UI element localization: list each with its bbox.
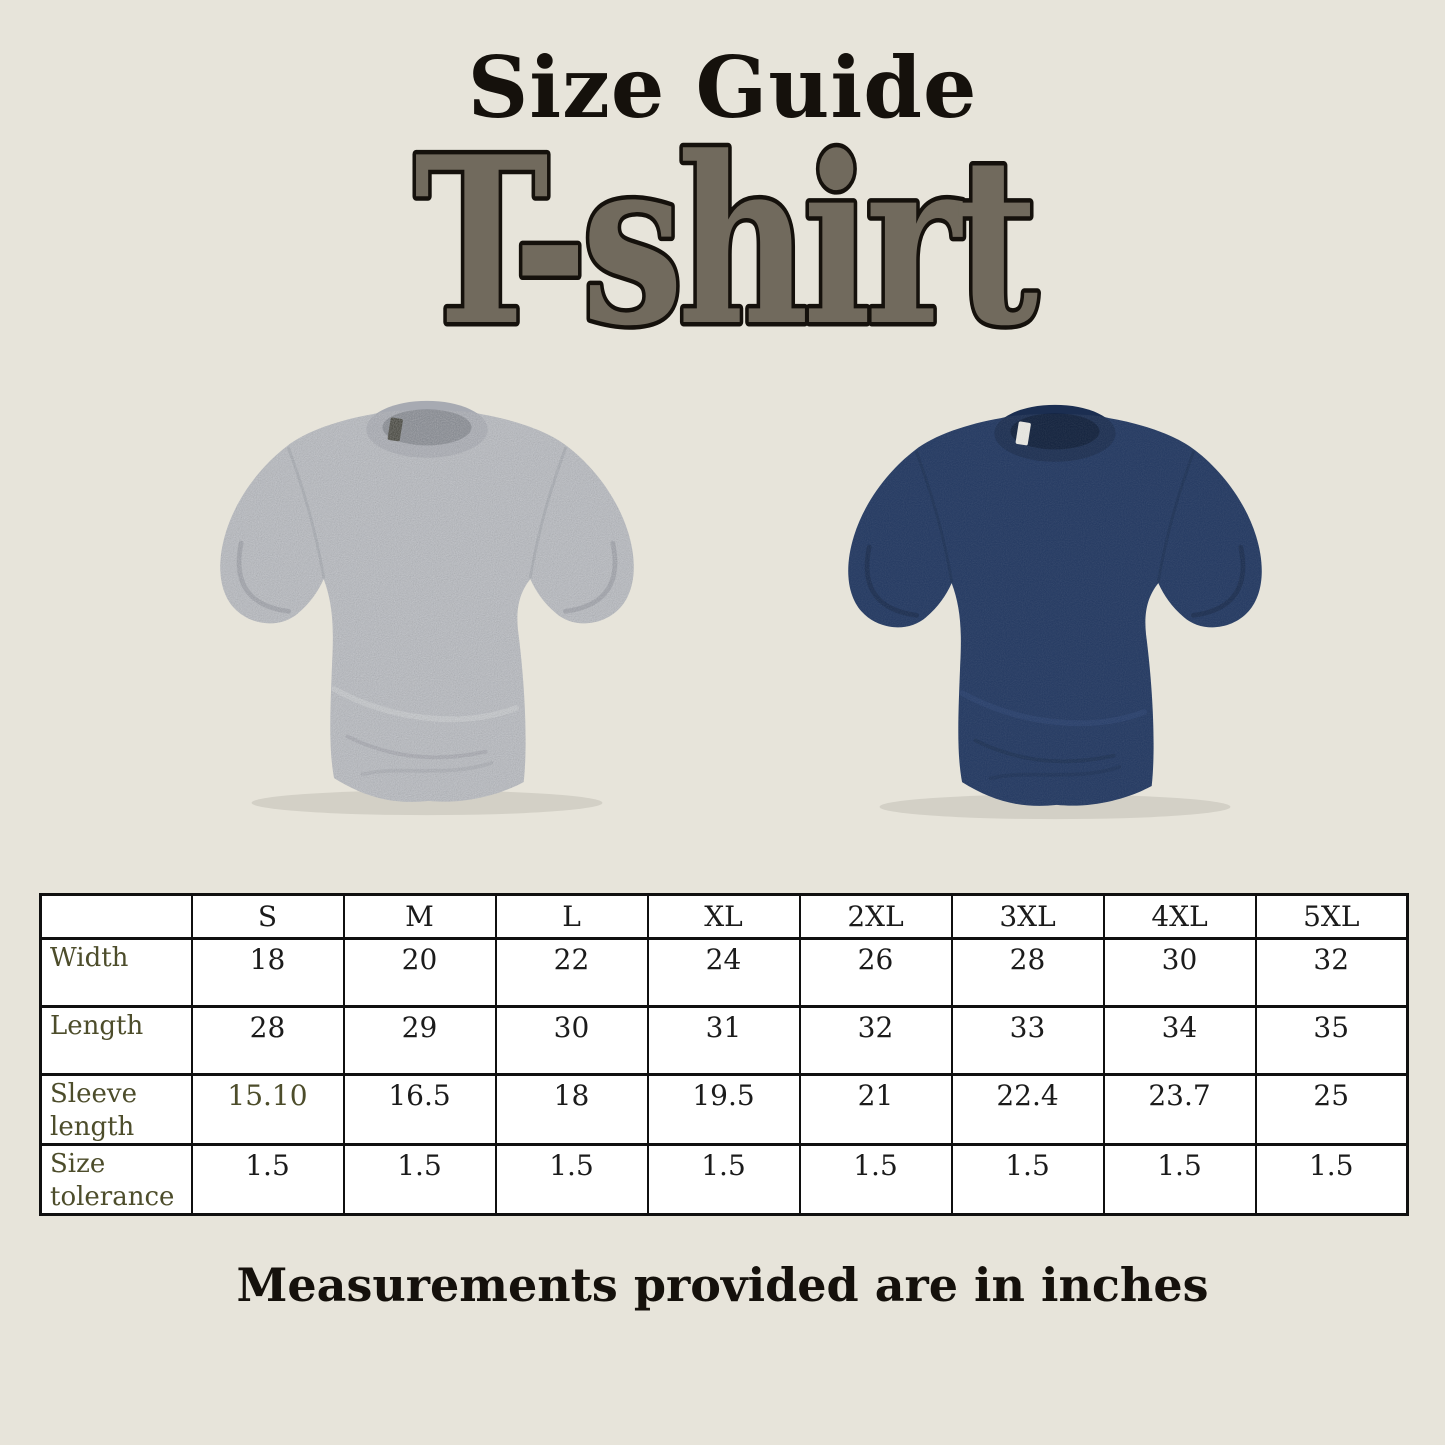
- value-cell: 23.7: [1102, 1073, 1257, 1146]
- value-cell: 19.5: [646, 1073, 801, 1146]
- measurements-note: Measurements provided are in inches: [236, 1258, 1209, 1312]
- value-cell: 1.5: [190, 1143, 345, 1216]
- value-cell: 26: [798, 937, 953, 1008]
- col-header-xl: XL: [646, 893, 801, 940]
- value-cell: 32: [798, 1005, 953, 1076]
- table-row-length: Length 28 29 30 31 32 33 34 35: [39, 1005, 1409, 1076]
- product-wordmark-text: T-shirt: [414, 107, 1038, 377]
- value-cell: 15.10: [190, 1073, 345, 1146]
- value-cell: 21: [798, 1073, 953, 1146]
- row-label-sleeve-length: Sleeve length: [39, 1073, 193, 1146]
- value-cell: 33: [950, 1005, 1105, 1076]
- col-header-m: M: [342, 893, 497, 940]
- value-cell: 1.5: [798, 1143, 953, 1216]
- page-title: Size Guide: [467, 38, 978, 137]
- row-label-size-tolerance: Size tolerance: [39, 1143, 193, 1216]
- value-cell: 1.5: [342, 1143, 497, 1216]
- value-cell: 35: [1254, 1005, 1409, 1076]
- col-header-s: S: [190, 893, 345, 940]
- row-label-width: Width: [39, 937, 193, 1008]
- value-cell: 34: [1102, 1005, 1257, 1076]
- value-cell: 1.5: [646, 1143, 801, 1216]
- col-header-5xl: 5XL: [1254, 893, 1409, 940]
- row-label-length: Length: [39, 1005, 193, 1076]
- table-header-row: S M L XL 2XL 3XL 4XL 5XL: [39, 893, 1409, 940]
- value-cell: 28: [190, 1005, 345, 1076]
- navy-tshirt-image: [818, 377, 1292, 829]
- product-wordmark: T-shirt: [409, 103, 1050, 382]
- table-row-width: Width 18 20 22 24 26 28 30 32: [39, 937, 1409, 1008]
- value-cell: 25: [1254, 1073, 1409, 1146]
- gray-tshirt-image: [190, 370, 664, 828]
- value-cell: 1.5: [494, 1143, 649, 1216]
- value-cell: 1.5: [1102, 1143, 1257, 1216]
- value-cell: 22.4: [950, 1073, 1105, 1146]
- value-cell: 28: [950, 937, 1105, 1008]
- value-cell: 31: [646, 1005, 801, 1076]
- col-header-3xl: 3XL: [950, 893, 1105, 940]
- col-header-2xl: 2XL: [798, 893, 953, 940]
- corner-cell: [39, 893, 193, 940]
- value-cell: 29: [342, 1005, 497, 1076]
- col-header-l: L: [494, 893, 649, 940]
- size-chart-table: S M L XL 2XL 3XL 4XL 5XL Width 18 20 22 …: [39, 893, 1409, 1216]
- value-cell: 32: [1254, 937, 1409, 1008]
- value-cell: 18: [190, 937, 345, 1008]
- value-cell: 22: [494, 937, 649, 1008]
- table-row-size-tolerance: Size tolerance 1.5 1.5 1.5 1.5 1.5 1.5 1…: [39, 1143, 1409, 1216]
- value-cell: 30: [1102, 937, 1257, 1008]
- value-cell: 16.5: [342, 1073, 497, 1146]
- value-cell: 24: [646, 937, 801, 1008]
- table-row-sleeve-length: Sleeve length 15.10 16.5 18 19.5 21 22.4…: [39, 1073, 1409, 1146]
- value-cell: 20: [342, 937, 497, 1008]
- value-cell: 1.5: [950, 1143, 1105, 1216]
- value-cell: 18: [494, 1073, 649, 1146]
- value-cell: 30: [494, 1005, 649, 1076]
- col-header-4xl: 4XL: [1102, 893, 1257, 940]
- value-cell: 1.5: [1254, 1143, 1409, 1216]
